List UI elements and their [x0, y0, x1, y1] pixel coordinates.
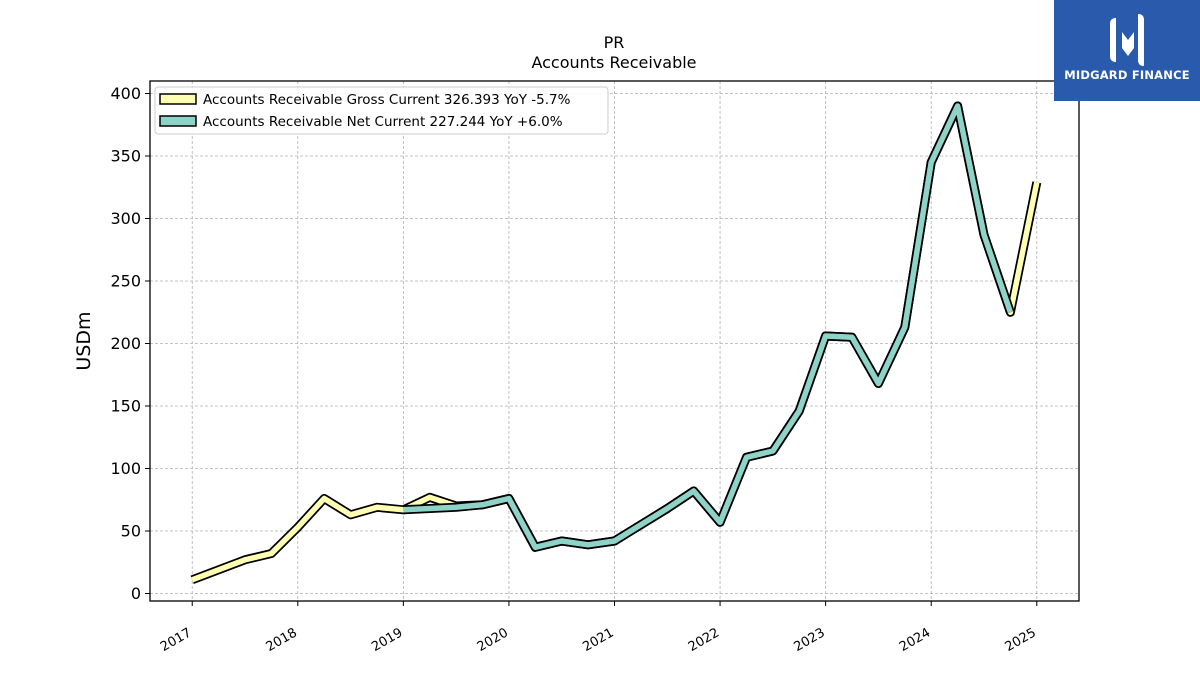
legend-label-net: Accounts Receivable Net Current 227.244 … [203, 114, 563, 130]
y-tick-label: 300 [110, 209, 141, 228]
x-tick-label: 2025 [1003, 625, 1039, 655]
logo-text: MIDGARD FINANCE [1064, 68, 1190, 82]
logo-mark-icon [1110, 14, 1144, 66]
y-axis-label: USDm [73, 311, 95, 370]
y-tick-label: 400 [110, 84, 141, 103]
chart-subtitle: Accounts Receivable [531, 53, 696, 72]
y-tick-label: 50 [121, 522, 141, 541]
x-tick-label: 2019 [369, 625, 405, 655]
legend: Accounts Receivable Gross Current 326.39… [154, 86, 609, 135]
x-tick-label: 2021 [580, 625, 616, 655]
y-tick-label: 100 [110, 459, 141, 478]
legend-swatch-net [159, 115, 197, 127]
y-tick-label: 0 [131, 584, 141, 603]
chart-title: PR [604, 33, 625, 52]
y-tick-label: 250 [110, 272, 141, 291]
y-tick-label: 350 [110, 147, 141, 166]
x-tick-label: 2020 [475, 625, 511, 655]
x-tick-label: 2022 [686, 625, 722, 655]
x-tick-label: 2017 [158, 625, 194, 655]
legend-label-gross: Accounts Receivable Gross Current 326.39… [203, 92, 571, 108]
brand-logo: MIDGARD FINANCE [1054, 0, 1200, 101]
x-tick-label: 2018 [264, 625, 300, 655]
series-line-1 [403, 103, 1014, 551]
grid-lines [150, 81, 1079, 601]
y-tick-label: 200 [110, 334, 141, 353]
x-tick-label: 2024 [897, 625, 933, 655]
x-axis-ticks: 2017 2018 2019 2020 2021 2022 2023 2024 2025 [158, 601, 1039, 655]
legend-box [154, 86, 609, 135]
series-outline-1 [403, 101, 1015, 552]
y-tick-label: 150 [110, 397, 141, 416]
series-lines [190, 101, 1042, 585]
y-axis-ticks: 0 50 100 150 200 250 300 350 400 [110, 84, 150, 603]
x-tick-label: 2023 [791, 625, 827, 655]
legend-swatch-gross [159, 93, 197, 105]
